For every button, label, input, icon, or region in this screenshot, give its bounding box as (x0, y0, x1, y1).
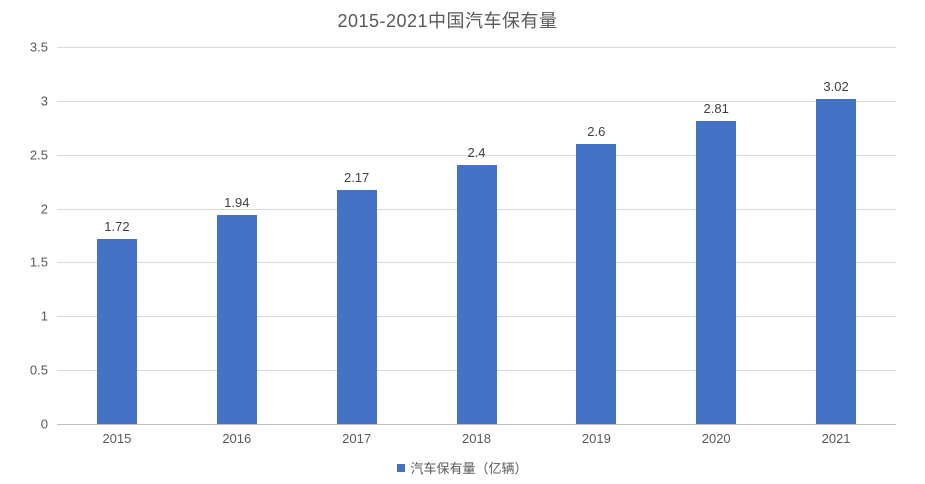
bar-value-label: 2.6 (587, 123, 606, 139)
gridline (57, 47, 896, 48)
bar-value-label: 2.4 (467, 145, 486, 161)
bar-2017[interactable] (336, 190, 377, 424)
x-axis-tick-label: 2019 (581, 431, 611, 446)
x-axis-tick-label: 2021 (821, 431, 851, 446)
legend-swatch-icon (397, 463, 406, 472)
bar-value-label: 2.17 (343, 170, 370, 186)
y-axis-tick-label: 2 (40, 201, 48, 217)
bar-2015[interactable] (96, 238, 137, 424)
y-axis-tick-label: 3.5 (29, 39, 48, 55)
legend: 汽车保有量（亿辆） (0, 458, 925, 477)
legend-label: 汽车保有量（亿辆） (410, 461, 528, 476)
x-axis-tick-label: 2016 (222, 431, 252, 446)
bar-2018[interactable] (456, 165, 497, 424)
y-axis-tick-label: 0 (40, 416, 48, 432)
x-axis-tick-label: 2018 (462, 431, 491, 446)
x-axis-tick-label: 2020 (701, 431, 731, 446)
bar-value-label: 1.94 (224, 195, 250, 211)
bar-value-label: 1.72 (104, 218, 130, 234)
bar-value-label: 3.02 (823, 78, 849, 94)
y-axis-tick-label: 0.5 (29, 362, 48, 378)
gridline (57, 154, 896, 156)
x-axis-tick-label: 2017 (342, 431, 372, 446)
bar-value-label: 2.81 (703, 101, 729, 117)
y-axis-tick-label: 3 (40, 93, 48, 109)
bar-2016[interactable] (216, 215, 257, 424)
bar-2020[interactable] (696, 121, 737, 424)
x-axis-tick-label: 2015 (102, 431, 132, 446)
bar-2021[interactable] (816, 98, 857, 424)
x-axis-line (57, 424, 896, 425)
y-axis-tick-label: 1.5 (29, 254, 48, 270)
bar-2019[interactable] (576, 143, 617, 424)
chart-title: 2015-2021中国汽车保有量 (337, 11, 558, 31)
y-axis-tick-label: 1 (40, 308, 48, 324)
gridline (57, 100, 896, 102)
y-axis-tick-label: 2.5 (29, 147, 48, 163)
